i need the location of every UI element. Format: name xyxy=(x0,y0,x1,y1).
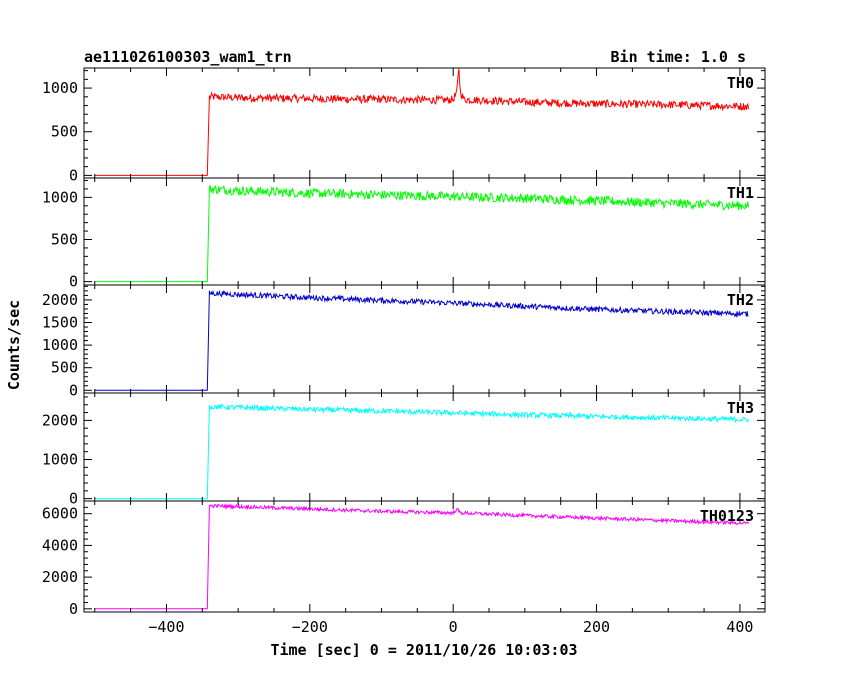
y-tick-label: 0 xyxy=(69,273,78,291)
channel-label: TH2 xyxy=(727,291,754,309)
series-line-th1 xyxy=(94,184,749,283)
y-tick-label: 6000 xyxy=(42,505,78,523)
channel-label: TH1 xyxy=(727,184,754,202)
panel-th0: 0 500 1000 TH0 xyxy=(42,67,766,184)
y-tick-label: 2000 xyxy=(42,568,78,586)
bin-time-label: Bin time: 1.0 s xyxy=(611,48,746,66)
y-tick-label: 1500 xyxy=(42,314,78,332)
channel-label: TH0123 xyxy=(700,507,754,525)
panel-th2: 0 500 1000 1500 2000 TH2 xyxy=(42,284,766,399)
panel-th3: 0 1000 2000 TH3 xyxy=(42,392,766,508)
channel-label: TH3 xyxy=(727,399,754,417)
y-tick-label: 1000 xyxy=(42,188,78,206)
panel-frame xyxy=(83,177,766,286)
y-tick-label: 2000 xyxy=(42,411,78,429)
x-tick-label: 400 xyxy=(726,618,753,636)
series-line-th0 xyxy=(94,68,749,176)
channel-label: TH0 xyxy=(727,74,754,92)
y-tick-label: 2000 xyxy=(42,291,78,309)
y-axis-label: Counts/sec xyxy=(5,300,23,390)
series-line-th0123 xyxy=(94,503,749,610)
x-tick-label: 200 xyxy=(583,618,610,636)
y-tick-label: 500 xyxy=(51,359,78,377)
x-axis-label: Time [sec] 0 = 2011/10/26 10:03:03 xyxy=(270,641,577,659)
series-line-th3 xyxy=(94,403,749,500)
y-tick-label: 500 xyxy=(51,231,78,249)
y-tick-label: 1000 xyxy=(42,336,78,354)
y-tick-label: 500 xyxy=(51,123,78,141)
x-tick-label: 0 xyxy=(449,618,458,636)
y-tick-label: 0 xyxy=(69,490,78,508)
panel-th0123: 0 2000 4000 6000 TH0123 xyxy=(42,500,766,618)
panel-frame xyxy=(83,67,766,179)
y-tick-label: 1000 xyxy=(42,79,78,97)
x-tick-label: −400 xyxy=(148,618,184,636)
x-tick-label: −200 xyxy=(292,618,328,636)
y-tick-label: 0 xyxy=(69,600,78,618)
y-tick-label: 1000 xyxy=(42,451,78,469)
y-tick-label: 0 xyxy=(69,166,78,184)
series-line-th2 xyxy=(94,289,749,391)
y-tick-label: 0 xyxy=(69,381,78,399)
panel-th1: 0 500 1000 TH1 xyxy=(42,177,766,291)
panel-frame xyxy=(83,392,766,502)
plot-title: ae111026100303_wam1_trn xyxy=(84,48,292,66)
y-tick-label: 4000 xyxy=(42,536,78,554)
panel-frame xyxy=(83,500,766,613)
